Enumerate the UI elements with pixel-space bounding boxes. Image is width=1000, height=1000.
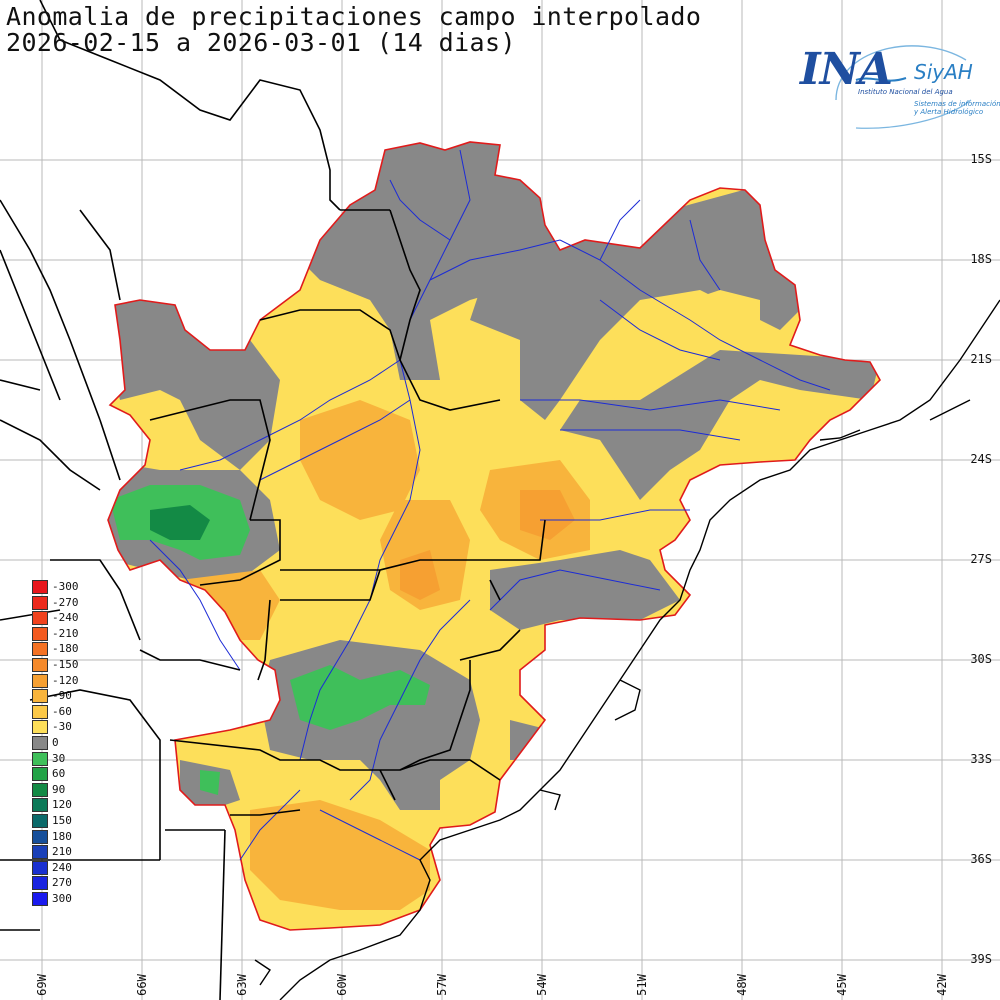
political-borders: [0, 0, 546, 1000]
legend-swatch: [32, 704, 48, 719]
ina-siyah-logo: INA SiyAH Instituto Nacional del Agua Si…: [796, 30, 1000, 130]
map-date-range: 2026-02-15 a 2026-03-01 (14 dias): [6, 28, 516, 57]
legend-swatch: [32, 673, 48, 688]
legend-swatch: [32, 720, 48, 735]
longitude-label: 51W: [635, 974, 649, 996]
legend-label: -60: [52, 704, 72, 718]
legend-label: 60: [52, 767, 66, 781]
rivers: [149, 149, 831, 861]
legend-swatch: [32, 892, 48, 906]
latitude-label: 27S: [970, 552, 992, 566]
legend-label: -210: [52, 626, 79, 640]
legend-swatch: [32, 611, 48, 626]
legend-label: 180: [52, 829, 72, 843]
legend-swatch: [32, 860, 48, 875]
longitude-label: 54W: [535, 974, 549, 996]
legend-swatch: [32, 689, 48, 704]
legend-swatch: [32, 798, 48, 813]
legend-swatch: [32, 814, 48, 828]
latitude-label: 30S: [970, 652, 992, 666]
legend-swatch: [32, 876, 48, 891]
logo-desc-line2: y Alerta Hidrológico: [914, 108, 984, 116]
legend-swatch: [32, 751, 48, 766]
legend-swatch: [32, 595, 48, 610]
legend-swatch: [32, 736, 48, 750]
legend-label: -90: [52, 689, 72, 703]
latitude-label: 15S: [970, 152, 992, 166]
longitude-label: 48W: [735, 974, 749, 996]
logo-siyah-text: SiyAH: [914, 60, 973, 84]
legend-label: 150: [52, 814, 72, 827]
legend-label: 300: [52, 892, 72, 905]
legend-label: 90: [52, 782, 66, 796]
logo-desc-line1: Sistemas de información: [914, 100, 1000, 108]
basin-outline: [107, 141, 881, 931]
legend-label: -150: [52, 658, 79, 671]
legend-label: -270: [52, 595, 79, 609]
logo-ina-text: INA: [800, 44, 893, 95]
legend-label: 30: [52, 751, 66, 765]
latitude-label: 33S: [970, 752, 992, 766]
legend-swatch: [32, 782, 48, 797]
longitude-label: 42W: [935, 974, 949, 996]
legend-swatch: [32, 626, 48, 641]
legend-label: 240: [52, 860, 72, 874]
coastline: [254, 299, 1000, 1000]
legend-swatch: [32, 767, 48, 782]
legend-label: 210: [52, 845, 72, 859]
longitude-label: 66W: [135, 974, 149, 996]
logo-subtitle: Instituto Nacional del Agua: [858, 88, 953, 96]
map-title: Anomalia de precipitaciones campo interp…: [6, 2, 702, 31]
latitude-label: 21S: [970, 352, 992, 366]
longitude-label: 57W: [435, 974, 449, 996]
legend-swatch: [32, 829, 48, 844]
latitude-label: 39S: [970, 952, 992, 966]
longitude-label: 63W: [235, 974, 249, 996]
legend-label: 270: [52, 876, 72, 890]
legend-label: -240: [52, 611, 79, 625]
logo-swoosh-icon: [835, 45, 972, 129]
legend-label: -120: [52, 673, 79, 687]
longitude-label: 60W: [335, 974, 349, 996]
latitude-label: 24S: [970, 452, 992, 466]
legend-label: -300: [52, 580, 79, 593]
latitude-label: 18S: [970, 252, 992, 266]
legend-label: 120: [52, 798, 72, 812]
legend-label: -30: [52, 720, 72, 734]
longitude-label: 45W: [835, 974, 849, 996]
legend-swatch: [32, 642, 48, 657]
legend-swatch: [32, 580, 48, 594]
legend-label: 0: [52, 736, 59, 749]
longitude-label: 69W: [35, 974, 49, 996]
legend-swatch: [32, 845, 48, 860]
latitude-label: 36S: [970, 852, 992, 866]
legend-label: -180: [52, 642, 79, 656]
legend-swatch: [32, 658, 48, 672]
